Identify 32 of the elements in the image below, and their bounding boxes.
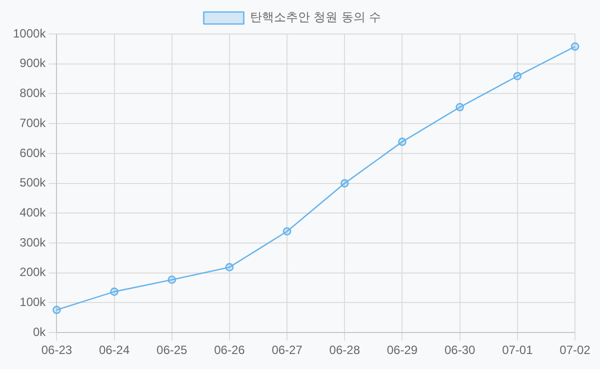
point	[456, 103, 464, 112]
y-tick-label: 400k	[20, 205, 47, 220]
y-tick-label: 300k	[20, 235, 47, 250]
point	[513, 72, 522, 80]
x-tick-label: 06-24	[98, 343, 130, 358]
x-tick-label: 06-25	[156, 343, 188, 358]
x-tick-label: 06-29	[386, 343, 418, 358]
y-tick-label: 900k	[20, 56, 47, 70]
y-tick-label: 1000k	[12, 26, 47, 40]
x-tick-label: 06-30	[444, 343, 476, 358]
x-tick-label: 06-28	[329, 343, 360, 358]
legend-label: 탄핵소추안 청원 동의 수	[250, 10, 382, 24]
x-tick-label: 07-02	[560, 343, 591, 358]
y-tick-label: 500k	[20, 176, 47, 190]
point	[570, 42, 580, 51]
x-tick-label: 06-23	[41, 343, 72, 358]
y-tick-label: 600k	[20, 146, 47, 160]
point	[168, 276, 176, 284]
y-tick-label: 200k	[20, 265, 47, 280]
x-tick-label: 07-01	[502, 343, 534, 358]
y-tick-label: 100k	[20, 295, 47, 310]
x-tick-label: 06-26	[214, 343, 246, 358]
y-tick-label: 800k	[20, 86, 47, 100]
y-tick-label: 700k	[20, 116, 47, 130]
x-tick-label: 06-27	[272, 343, 303, 358]
point	[225, 263, 234, 272]
y-tick-label: 0k	[33, 324, 47, 339]
point	[398, 138, 406, 146]
point	[52, 306, 61, 314]
point	[110, 288, 118, 296]
point	[282, 227, 292, 236]
point	[340, 179, 349, 188]
